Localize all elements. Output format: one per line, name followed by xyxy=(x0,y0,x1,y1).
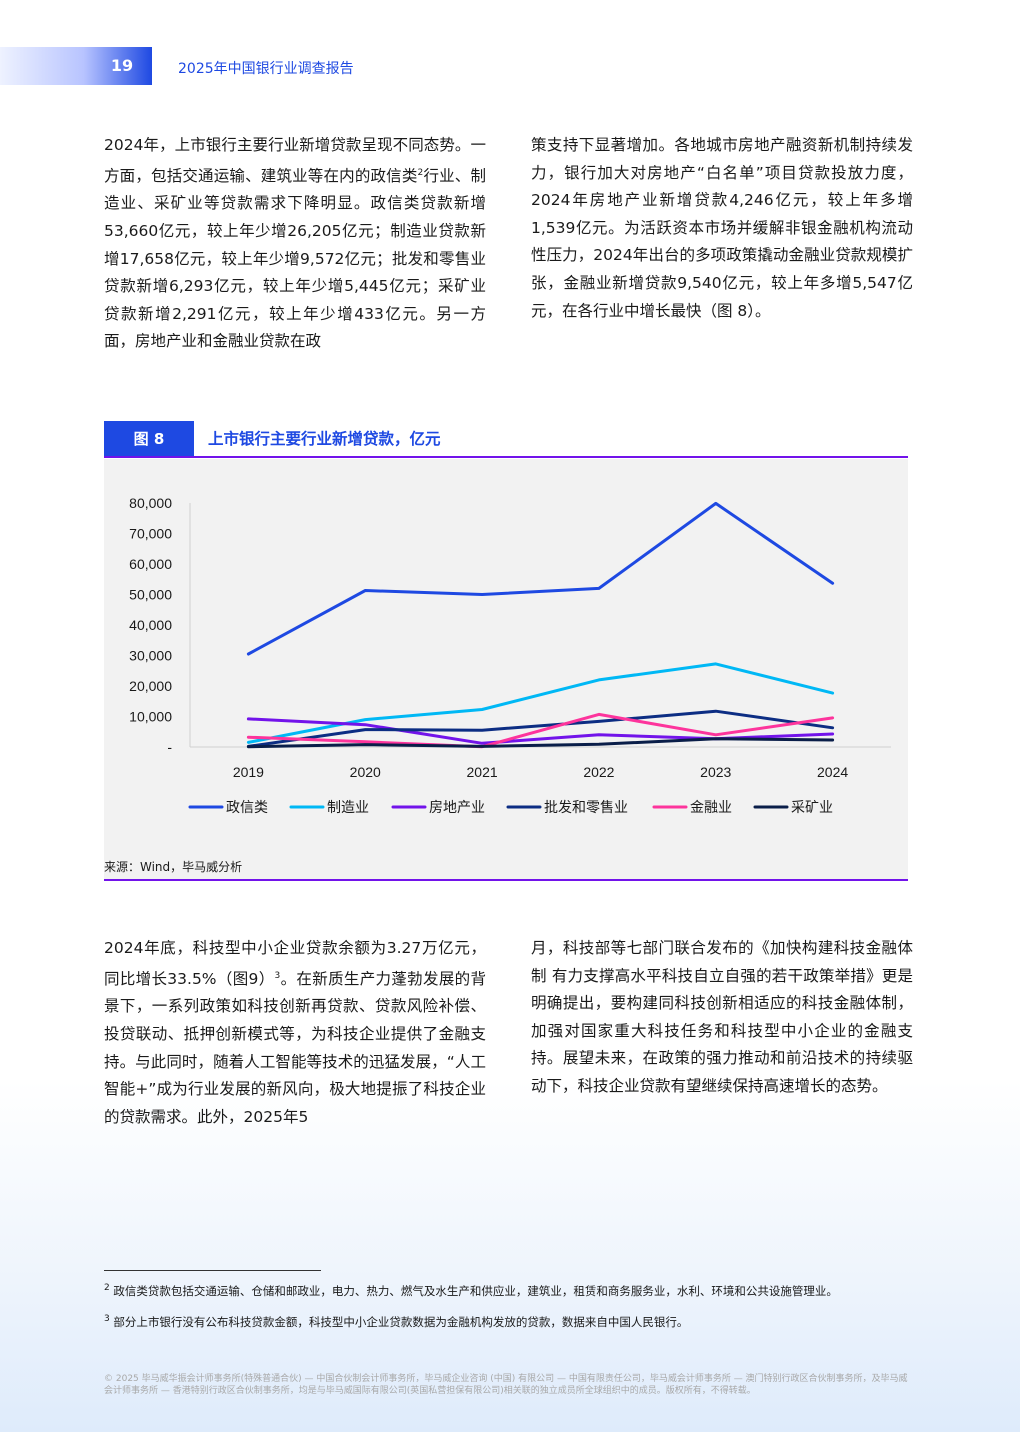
x-tick-label: 2021 xyxy=(467,764,498,780)
paragraph-2: 策支持下显著增加。各地城市房地产融资新机制持续发力，银行加大对房地产“白名单”项… xyxy=(531,136,913,320)
figure-rule-bottom xyxy=(104,879,908,881)
paragraph-1-text-b: 行业、制造业、采矿业等贷款需求下降明显。政信类贷款新增53,660亿元，较上年少… xyxy=(104,166,486,351)
paragraph-4: 月，科技部等七部门联合发布的《加快构建科技金融体制 有力支撑高水平科技自立自强的… xyxy=(531,939,913,1095)
y-tick-label: 10,000 xyxy=(129,709,172,725)
x-tick-label: 2022 xyxy=(583,764,614,780)
paragraph-1: 2024年，上市银行主要行业新增贷款呈现不同态势。一方面，包括交通运输、建筑业等… xyxy=(104,132,486,356)
y-tick-label: - xyxy=(167,739,172,755)
x-tick-label: 2023 xyxy=(700,764,731,780)
copyright-notice: © 2025 毕马威华振会计师事务所(特殊普通合伙) — 中国合伙制会计师事务所… xyxy=(104,1374,908,1396)
y-tick-label: 20,000 xyxy=(129,678,172,694)
figure-label: 图 8 xyxy=(104,421,194,457)
footnote-3: 3 部分上市银行没有公布科技贷款金额，科技型中小企业贷款数据为金融机构发放的贷款… xyxy=(104,1312,914,1330)
paragraph-3: 2024年底，科技型中小企业贷款余额为3.27万亿元，同比增长33.5%（图9）… xyxy=(104,935,486,1131)
y-tick-label: 30,000 xyxy=(129,648,172,664)
footnote-3-mark: 3 xyxy=(104,1314,110,1324)
legend-label: 采矿业 xyxy=(791,800,833,816)
x-tick-label: 2024 xyxy=(817,764,848,780)
line-chart: - 10,000 20,000 30,000 40,000 50,000 60,000 70,… xyxy=(129,495,891,816)
y-tick-label: 70,000 xyxy=(129,526,172,542)
figure-title: 上市银行主要行业新增贷款，亿元 xyxy=(208,430,441,448)
legend-label: 政信类 xyxy=(226,800,268,816)
figure-source: 来源：Wind，毕马威分析 xyxy=(104,860,243,874)
paragraph-3-text-a: 2024年底，科技型中小企业贷款余额为3.27万亿元，同比增长33.5%（图9） xyxy=(104,939,486,988)
report-title: 2025年中国银行业调查报告 xyxy=(178,61,354,77)
paragraph-3-text-b: 。在新质生产力蓬勃发展的背景下，一系列政策如科技创新再贷款、贷款风险补偿、投贷联… xyxy=(104,969,486,1126)
footnote-ref-3[interactable]: 3 xyxy=(274,970,281,981)
footnote-ref-2[interactable]: 2 xyxy=(417,167,424,178)
footnote-2: 2 政信类贷款包括交通运输、仓储和邮政业，电力、热力、燃气及水生产和供应业，建筑… xyxy=(104,1281,914,1299)
x-tick-label: 2019 xyxy=(233,764,264,780)
legend-label: 批发和零售业 xyxy=(544,800,628,816)
series-line xyxy=(246,737,835,749)
figure-rule-top xyxy=(104,456,908,458)
legend-label: 金融业 xyxy=(690,800,732,816)
y-tick-label: 60,000 xyxy=(129,556,172,572)
legend-label: 房地产业 xyxy=(429,800,485,816)
paragraph-1-text-a: 2024年，上市银行主要行业新增贷款呈现不同态势。一方面，包括交通运输、建筑业等… xyxy=(104,136,486,185)
x-tick-label: 2020 xyxy=(350,764,381,780)
footnote-divider xyxy=(104,1270,321,1271)
series-line xyxy=(246,501,835,656)
footnote-2-mark: 2 xyxy=(104,1283,110,1293)
background-wave xyxy=(0,1080,1020,1432)
header-band xyxy=(0,47,152,85)
y-tick-label: 80,000 xyxy=(129,495,172,511)
footnote-2-text: 政信类贷款包括交通运输、仓储和邮政业，电力、热力、燃气及水生产和供应业，建筑业，… xyxy=(109,1283,838,1298)
legend-label: 制造业 xyxy=(327,800,369,816)
series-line xyxy=(246,709,835,748)
footnote-3-text: 部分上市银行没有公布科技贷款金额，科技型中小企业贷款数据为金融机构发放的贷款，数… xyxy=(109,1314,689,1329)
page-number: 19 xyxy=(110,56,134,75)
series-line xyxy=(246,712,835,749)
chart-container: - 10,000 20,000 30,000 40,000 50,000 60,000 70,… xyxy=(104,459,908,879)
y-tick-label: 40,000 xyxy=(129,617,172,633)
y-tick-label: 50,000 xyxy=(129,587,172,603)
